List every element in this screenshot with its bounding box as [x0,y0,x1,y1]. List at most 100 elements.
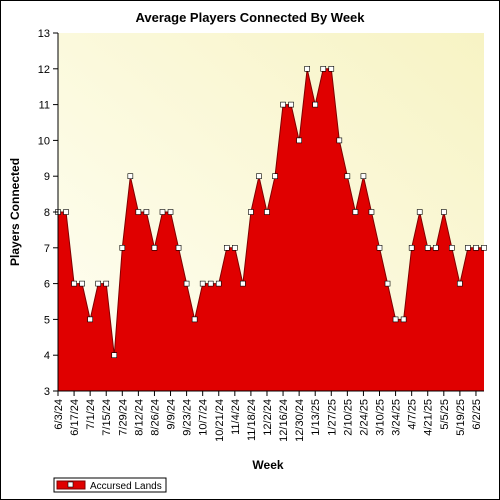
data-point [392,316,399,323]
y-tick-label: 5 [44,314,50,326]
x-tick-label: 4/21/25 [423,399,435,436]
y-axis-label: Players Connected [8,158,22,266]
data-point [71,280,77,287]
chart-title: Average Players Connected By Week [135,10,365,25]
x-tick-label: 1/13/25 [310,399,322,436]
data-point [240,280,246,287]
x-tick-label: 8/12/24 [133,399,145,436]
legend: Accursed Lands [53,477,167,493]
data-point [376,245,383,251]
data-point [248,209,254,215]
x-tick-label: 7/29/24 [117,399,129,436]
data-point [167,209,174,215]
data-point [432,245,439,251]
data-point [175,245,182,251]
data-point [119,245,126,251]
data-point [304,66,310,72]
data-point [87,316,93,323]
area-layer [58,68,484,392]
x-tick-label: 1/27/25 [326,399,338,436]
x-tick-label: 10/21/24 [214,399,226,442]
y-tick-label: 10 [38,135,50,147]
y-tick-label: 4 [44,350,50,362]
data-point [344,173,351,179]
data-point [79,280,85,287]
data-point [127,173,134,179]
data-point [296,137,302,144]
data-point [336,137,343,144]
x-tick-label: 3/24/25 [391,399,403,436]
data-point [465,245,471,251]
data-point [288,101,294,108]
data-point [95,280,101,287]
x-tick-label: 12/30/24 [294,399,306,442]
data-point [191,316,198,323]
y-tick-label: 13 [38,28,50,40]
data-point [111,352,118,359]
data-point [449,245,455,251]
x-tick-label: 10/7/24 [198,399,210,436]
data-point [416,209,423,215]
x-tick-label: 6/3/24 [53,399,65,430]
x-tick-label: 11/18/24 [246,399,258,441]
data-point [143,209,150,215]
x-tick-label: 9/9/24 [166,399,178,430]
x-tick-label: 6/17/24 [69,399,81,436]
data-point [215,280,222,287]
y-tick-label: 3 [44,386,50,398]
x-tick-label: 7/15/24 [101,399,113,436]
data-point [400,316,407,323]
x-axis-ticks: 6/3/24 6/17/24 7/1/24 7/15/24 7/29/24 8/12/24… [53,391,483,442]
y-tick-label: 12 [38,64,50,76]
x-tick-label: 5/19/25 [455,399,467,436]
data-point [408,245,415,251]
data-point [368,209,375,215]
y-tick-label: 8 [44,207,50,219]
y-tick-label: 9 [44,171,50,183]
data-point [312,101,319,108]
series-area [58,68,484,392]
x-tick-label: 9/23/24 [182,399,194,436]
data-point [328,66,335,72]
series-line [58,68,484,356]
data-point [264,209,270,215]
data-point [481,245,487,251]
data-point [384,280,391,287]
data-point [159,209,166,215]
x-tick-label: 6/2/25 [471,399,483,430]
x-tick-label: 2/24/25 [358,399,370,436]
data-point [207,280,214,287]
x-tick-label: 12/2/24 [262,399,274,436]
data-point [441,209,447,215]
data-point [320,66,327,72]
data-point [352,209,359,215]
data-point [232,245,238,251]
data-point [151,245,158,251]
x-tick-label: 5/5/25 [439,399,451,430]
x-tick-label: 4/7/25 [407,399,419,430]
y-axis-ticks: 3 4 5 6 7 8 9 10 11 12 13 [38,28,58,398]
data-point [183,280,190,287]
data-point [63,209,69,215]
x-tick-label: 2/10/25 [342,399,354,436]
y-tick-label: 11 [39,100,50,112]
x-tick-label: 3/10/25 [375,399,387,436]
marker-layer [55,66,487,359]
y-tick-label: 6 [44,279,50,291]
x-tick-label: 8/26/24 [149,399,161,436]
data-point [360,173,367,179]
legend-marker [67,481,74,488]
x-axis-label: Week [252,458,283,472]
data-point [199,280,206,287]
x-tick-label: 11/4/24 [230,399,242,435]
data-point [424,245,431,251]
legend-label: Accursed Lands [90,481,162,492]
data-point [272,173,278,179]
data-point [256,173,262,179]
data-point [103,280,110,287]
data-point [457,280,463,287]
data-point [280,101,286,108]
data-point [473,245,479,251]
x-tick-label: 12/16/24 [278,399,290,442]
